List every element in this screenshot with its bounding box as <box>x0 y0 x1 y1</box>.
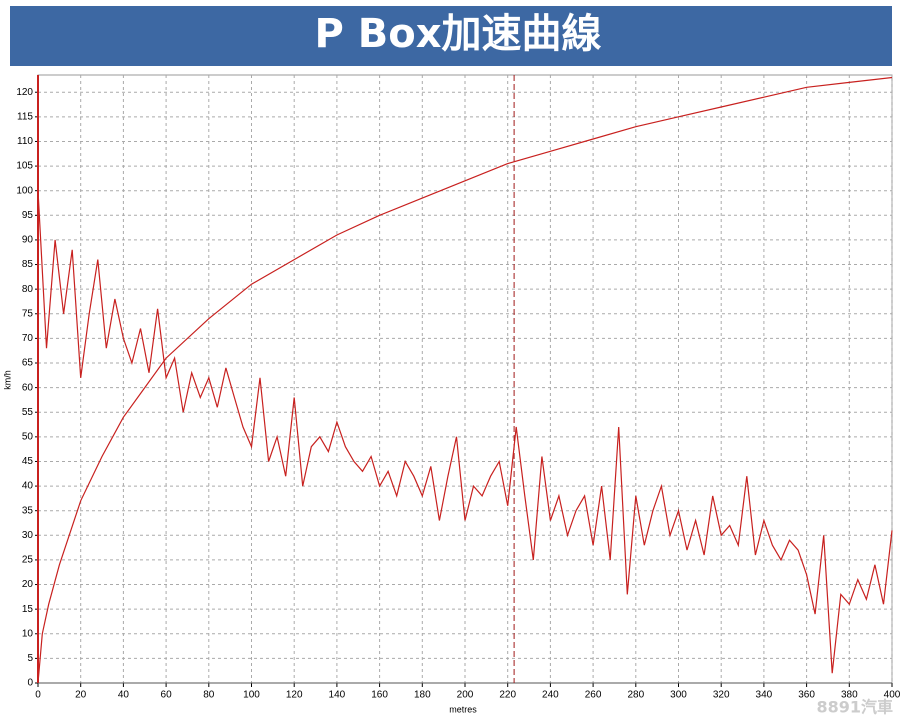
y-tick-label: 25 <box>22 555 34 566</box>
y-tick-label: 40 <box>22 481 34 492</box>
x-tick-label: 0 <box>35 690 41 701</box>
series-line <box>37 190 893 674</box>
y-tick-label: 30 <box>22 530 34 541</box>
y-tick-label: 5 <box>27 653 33 664</box>
x-tick-label: 380 <box>841 690 858 701</box>
y-tick-label: 10 <box>22 628 34 639</box>
y-tick-label: 65 <box>22 358 34 369</box>
y-tick-label: 0 <box>27 678 33 689</box>
x-tick-label: 120 <box>286 690 303 701</box>
y-tick-label: 105 <box>16 161 33 172</box>
y-tick-label: 55 <box>22 407 34 418</box>
y-tick-label: 80 <box>22 284 34 295</box>
y-tick-label: 100 <box>16 185 33 196</box>
watermark: 8891汽車 <box>816 698 893 717</box>
chart-title: P Box加速曲線 <box>314 11 601 57</box>
x-tick-label: 340 <box>756 690 773 701</box>
y-tick-label: 70 <box>22 333 34 344</box>
x-tick-label: 20 <box>75 690 87 701</box>
y-tick-label: 120 <box>16 87 33 98</box>
y-tick-label: 50 <box>22 431 34 442</box>
x-tick-label: 140 <box>329 690 346 701</box>
x-tick-label: 280 <box>627 690 644 701</box>
y-tick-label: 60 <box>22 382 34 393</box>
x-tick-label: 160 <box>371 690 388 701</box>
y-tick-label: 95 <box>22 210 34 221</box>
x-tick-label: 300 <box>670 690 687 701</box>
x-tick-label: 40 <box>118 690 130 701</box>
title-banner <box>10 6 892 66</box>
y-tick-label: 20 <box>22 579 34 590</box>
y-tick-label: 90 <box>22 235 34 246</box>
y-axis-label: km/h <box>2 370 12 390</box>
x-tick-label: 400 <box>884 690 900 701</box>
y-tick-label: 35 <box>22 505 34 516</box>
y-tick-label: 85 <box>22 259 34 270</box>
y-tick-label: 110 <box>17 136 33 147</box>
x-tick-label: 180 <box>414 690 431 701</box>
x-tick-label: 240 <box>542 690 559 701</box>
y-tick-label: 75 <box>22 308 34 319</box>
y-tick-label: 15 <box>22 604 34 615</box>
series-line <box>37 76 893 684</box>
x-tick-label: 320 <box>713 690 730 701</box>
x-tick-label: 360 <box>798 690 815 701</box>
x-tick-label: 220 <box>499 690 516 701</box>
x-tick-label: 100 <box>243 690 260 701</box>
x-tick-label: 60 <box>161 690 173 701</box>
y-tick-label: 115 <box>17 111 33 122</box>
x-tick-label: 200 <box>457 690 474 701</box>
x-tick-label: 260 <box>585 690 602 701</box>
y-tick-label: 45 <box>22 456 34 467</box>
x-tick-label: 80 <box>203 690 215 701</box>
x-axis-label: metres <box>449 704 477 714</box>
